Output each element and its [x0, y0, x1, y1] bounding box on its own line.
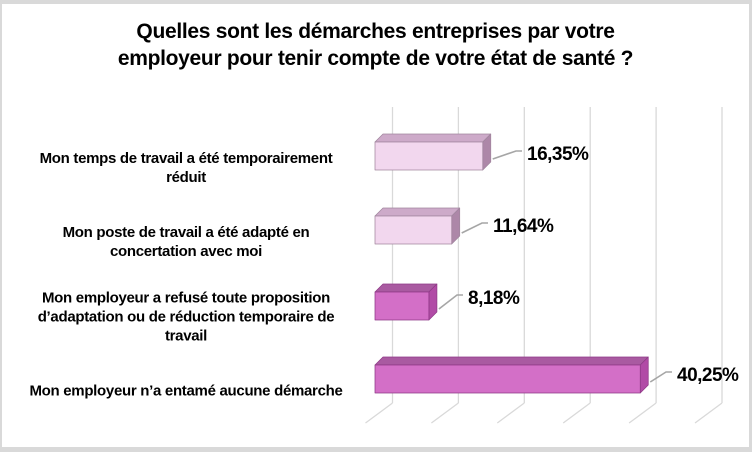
- leader-line: [649, 371, 672, 383]
- chart-title: Quelles sont les démarches entreprises p…: [117, 20, 634, 70]
- gridline-floor-segment: [694, 402, 723, 424]
- value-label-2: 11,64%: [493, 216, 554, 237]
- gridline-floor-segment: [365, 402, 393, 424]
- category-label-2: Mon poste de travail a été adapté en con…: [62, 224, 310, 260]
- category-label-3: Mon employeur a refusé toute proposition…: [37, 289, 335, 345]
- bar-top-face: [374, 283, 438, 293]
- category-label-4: Mon employeur n’a entamé aucune démarche: [29, 382, 343, 400]
- value-label-1: 16,35%: [527, 144, 589, 165]
- category-label-1: Mon temps de travail a été temporairemen…: [39, 150, 333, 186]
- gridline-floor-segment: [496, 402, 525, 424]
- leader-line: [438, 294, 463, 310]
- gridline-floor-segment: [431, 402, 459, 424]
- bar-front-face: [374, 141, 484, 171]
- gridline-floor-segment: [628, 402, 657, 424]
- bar-front-face: [374, 364, 641, 394]
- bar-front-face: [374, 291, 430, 321]
- bar-top-face: [374, 133, 492, 143]
- bar-front-face: [374, 215, 453, 245]
- value-label-3: 8,18%: [468, 288, 520, 309]
- leader-line: [461, 222, 488, 234]
- bar-top-face: [374, 356, 649, 366]
- leader-line: [492, 150, 522, 160]
- value-label-4: 40,25%: [677, 365, 739, 386]
- gridline-floor-segment: [562, 402, 591, 424]
- bar-top-face: [374, 207, 461, 217]
